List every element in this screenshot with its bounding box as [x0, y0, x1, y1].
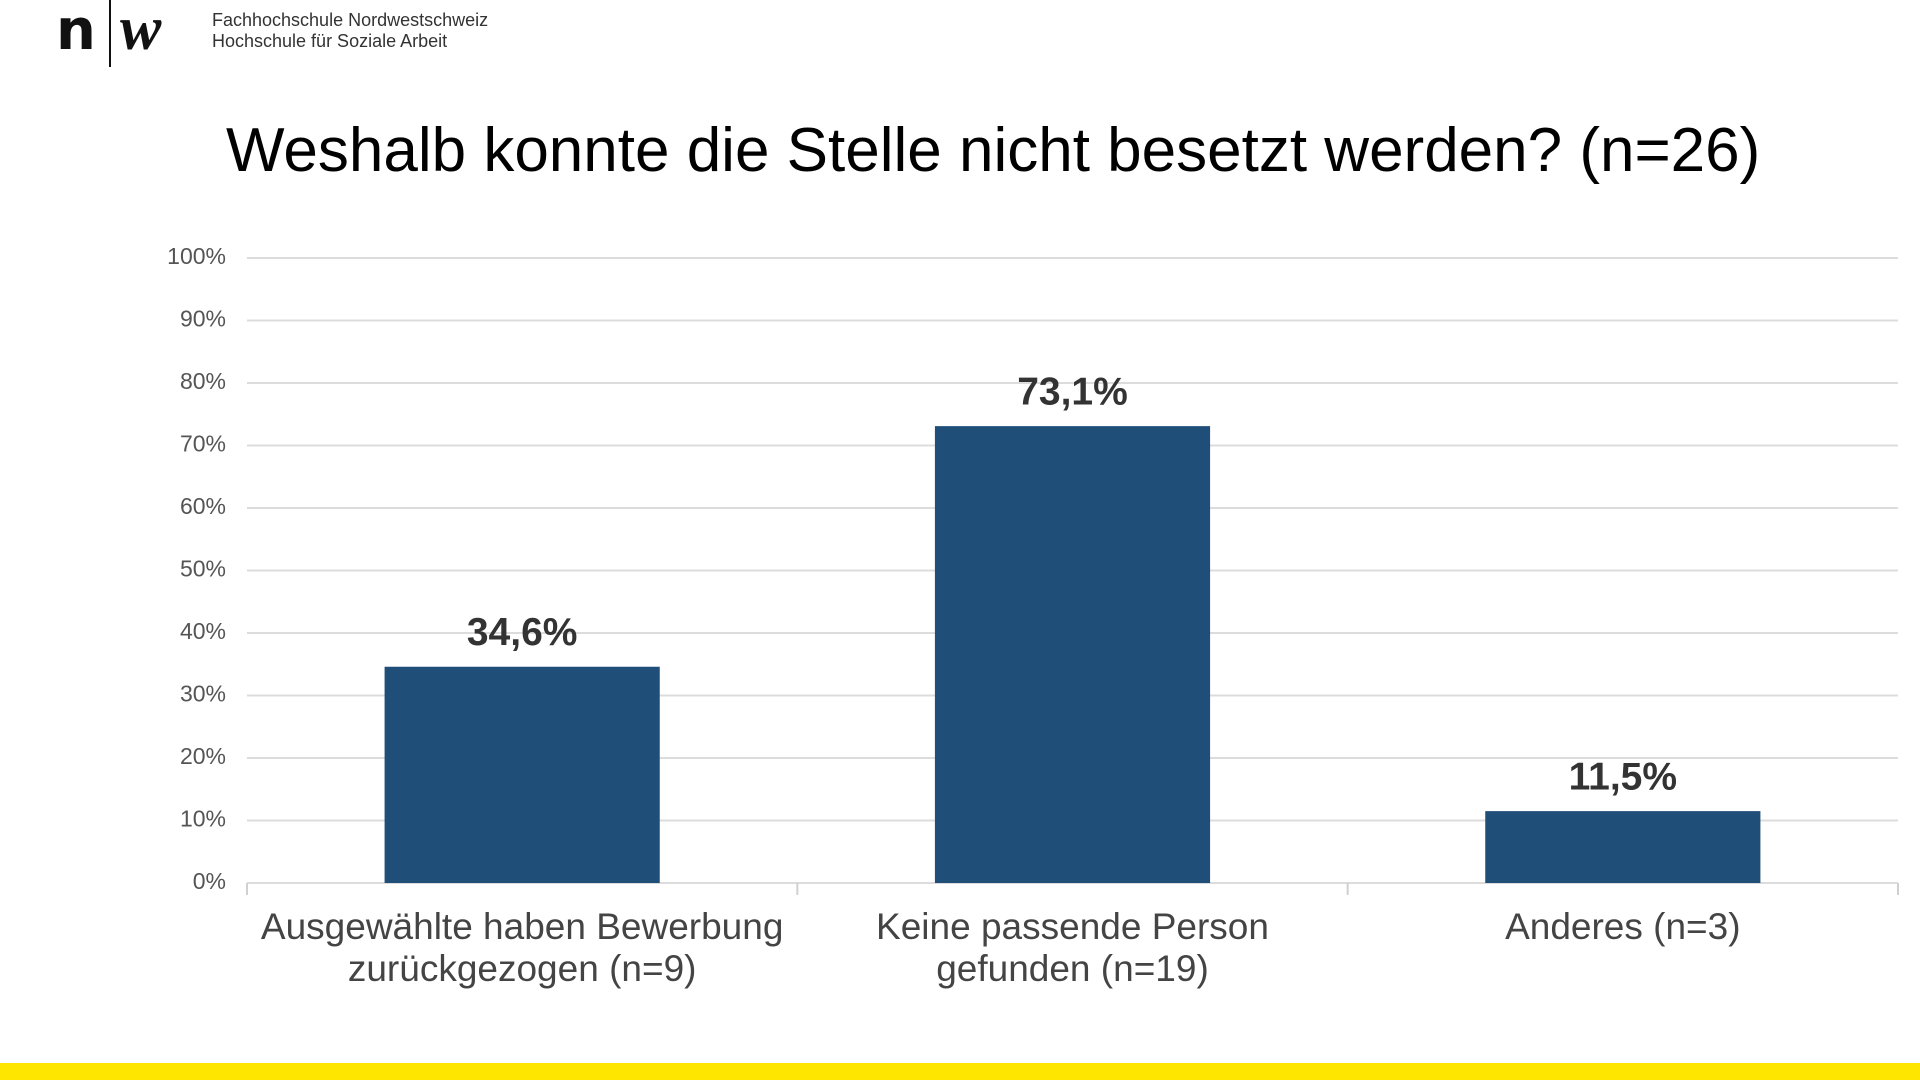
logo-divider	[109, 0, 111, 67]
value-label: 34,6%	[467, 611, 578, 654]
value-label: 73,1%	[1017, 370, 1128, 413]
x-tick-label: Anderes (n=3)	[1505, 906, 1741, 947]
x-tick-label: Keine passende Person gefunden (n=19)	[876, 906, 1269, 989]
y-tick-label: 20%	[180, 743, 226, 769]
value-label: 11,5%	[1569, 755, 1677, 798]
institution-line: Fachhochschule Nordwestschweiz	[212, 10, 489, 30]
logo-w: w	[120, 0, 162, 63]
bar	[934, 426, 1211, 883]
y-tick-label: 70%	[180, 431, 226, 457]
y-tick-label: 30%	[180, 681, 226, 707]
footer-bar	[0, 1063, 1920, 1080]
institution-line: Hochschule für Soziale Arbeit	[212, 31, 448, 51]
y-tick-label: 80%	[180, 368, 226, 394]
bar	[1485, 811, 1761, 883]
y-tick-label: 50%	[180, 556, 226, 582]
y-tick-label: 100%	[167, 243, 226, 269]
bar	[384, 666, 660, 883]
y-tick-label: 0%	[193, 868, 226, 894]
y-tick-label: 60%	[180, 493, 226, 519]
y-tick-label: 90%	[180, 306, 226, 332]
chart-title: Weshalb konnte die Stelle nicht besetzt …	[226, 116, 1761, 185]
logo-n: n	[56, 0, 96, 63]
y-tick-label: 40%	[180, 618, 226, 644]
x-tick-label: Ausgewählte haben Bewerbung zurückgezoge…	[260, 906, 784, 989]
y-tick-label: 10%	[180, 806, 226, 832]
